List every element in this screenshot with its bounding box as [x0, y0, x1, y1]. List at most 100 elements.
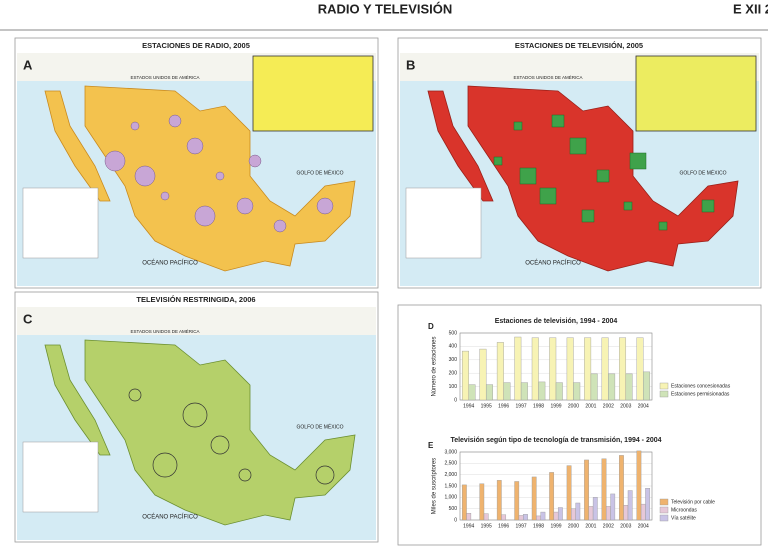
x-tick-label: 2000 [568, 403, 579, 409]
x-tick-label: 1998 [533, 523, 544, 529]
bar [584, 337, 592, 401]
map-panel: ESTACIONES DE TELEVISIÓN, 2005 B ESTADOS U… [397, 37, 762, 289]
tv-symbol [623, 201, 633, 211]
bar [571, 508, 576, 521]
y-tick-label: 1,500 [444, 483, 457, 489]
map-shape [427, 85, 739, 272]
map-title: ESTACIONES DE TELEVISIÓN, 2005 [515, 41, 643, 50]
bar [479, 483, 485, 521]
x-tick-label: 2000 [568, 523, 579, 529]
map-panel: TELEVISIÓN RESTRINGIDA, 2006 C ESTADOS UNI… [14, 291, 379, 543]
pie-symbol [215, 171, 225, 181]
bar [503, 382, 511, 401]
legend-label: Estaciones concesionadas [671, 383, 731, 389]
legend-label: Estaciones permisionadas [671, 391, 730, 397]
pie-symbol [316, 197, 334, 215]
map-label: ESTADOS UNIDOS DE AMÉRICA [514, 74, 583, 80]
tv-symbol [701, 199, 715, 213]
map-shape [44, 339, 356, 526]
ring-symbol [152, 452, 178, 478]
bar [549, 472, 555, 521]
page-title: RADIO Y TELEVISIÓN [318, 1, 453, 16]
ring-symbol [315, 465, 335, 485]
inset-map [252, 55, 374, 132]
y-tick-label: 200 [449, 371, 458, 377]
letter: E [428, 441, 434, 450]
y-tick-label: 300 [449, 357, 458, 363]
bar [608, 373, 616, 401]
bar [601, 458, 607, 521]
letter: B [406, 57, 415, 72]
bar [643, 371, 651, 401]
x-tick-label: 2004 [638, 523, 649, 529]
tv-symbol [519, 167, 537, 185]
x-tick-label: 2002 [603, 523, 614, 529]
y-tick-label: 2,500 [444, 461, 457, 467]
map-label: GOLFO DE MÉXICO [297, 423, 344, 430]
pie-symbol [273, 219, 287, 233]
bar [461, 350, 469, 401]
ring-symbol [238, 468, 252, 482]
bar [566, 465, 572, 521]
bar [575, 502, 581, 521]
y-axis-label: Miles de suscriptores [432, 458, 438, 514]
bar [466, 513, 472, 521]
x-tick-label: 1994 [463, 523, 474, 529]
pie-symbol [134, 165, 156, 187]
bar [592, 497, 598, 521]
bar [590, 373, 598, 401]
bar [518, 515, 524, 521]
bar [588, 506, 594, 521]
usa-land [17, 307, 376, 335]
tv-symbol [596, 169, 610, 183]
legend-swatch [659, 498, 669, 506]
pie-symbol [236, 197, 254, 215]
map-shape [44, 85, 356, 272]
x-tick-label: 1994 [463, 403, 474, 409]
ring-symbol [210, 435, 230, 455]
page-code: E XII 2 [733, 1, 768, 16]
map-title: ESTACIONES DE RADIO, 2005 [142, 41, 250, 50]
map-label: ESTADOS UNIDOS DE AMÉRICA [131, 74, 200, 80]
bar [461, 484, 467, 521]
y-axis-label: Número de estaciones [432, 336, 438, 396]
tv-symbol [629, 152, 647, 170]
bar [514, 481, 520, 521]
tv-symbol [513, 121, 523, 131]
map-label: ESTADOS UNIDOS DE AMÉRICA [131, 328, 200, 334]
bar [549, 337, 557, 401]
bar [610, 493, 616, 521]
legend-label: Televisión por cable [671, 499, 715, 505]
legend-swatch [659, 390, 669, 398]
bar [536, 515, 541, 521]
bar [520, 382, 528, 401]
pie-symbol [160, 191, 170, 201]
y-tick-label: 500 [449, 330, 458, 336]
map-label: OCÉANO PACÍFICO [142, 260, 198, 267]
y-tick-label: 0 [454, 517, 457, 523]
x-tick-label: 1995 [481, 403, 492, 409]
x-tick-label: 1996 [498, 403, 509, 409]
bar [636, 337, 644, 401]
x-tick-label: 2002 [603, 403, 614, 409]
bar [619, 337, 627, 401]
bar [555, 382, 563, 401]
bar [483, 513, 489, 521]
ring-symbol [128, 388, 142, 402]
tv-symbol [551, 114, 565, 128]
bar [496, 480, 502, 521]
bar [645, 488, 651, 521]
ring-symbol [182, 402, 208, 428]
bar [623, 505, 629, 521]
bar [496, 342, 504, 401]
bar [625, 373, 633, 401]
bar [627, 490, 633, 521]
bar [636, 450, 642, 521]
bar [573, 382, 581, 401]
y-tick-label: 400 [449, 344, 458, 350]
legend-swatch [659, 514, 669, 522]
x-tick-label: 1999 [550, 523, 561, 529]
bar [540, 511, 546, 521]
tv-symbol [539, 187, 557, 205]
